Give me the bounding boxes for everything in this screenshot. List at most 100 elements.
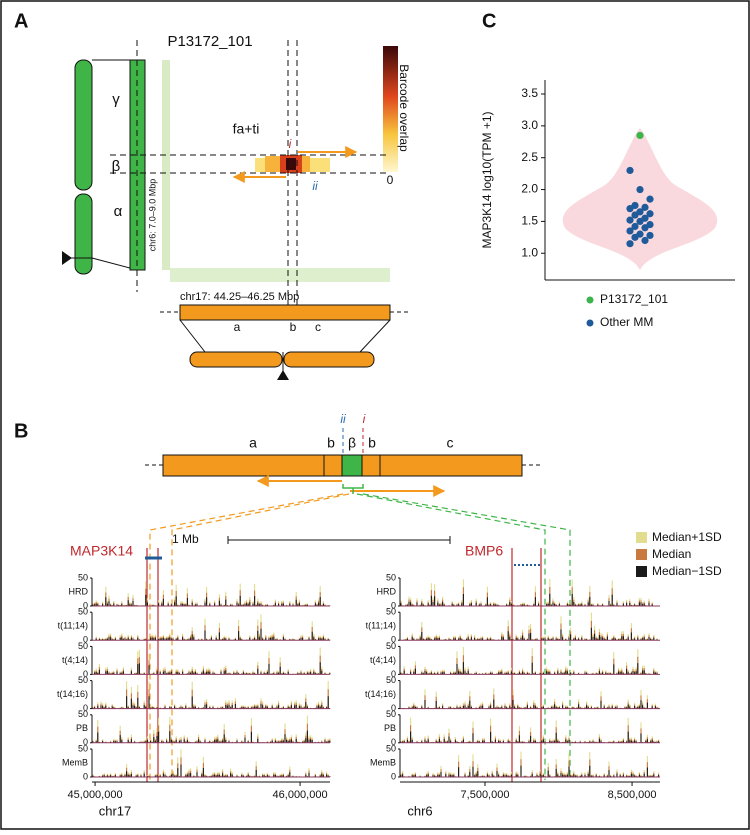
track-tick-label: 0 [83,703,88,713]
track-label: t(4;14) [370,655,396,665]
track-label: t(11;14) [366,621,396,631]
annotation: fa+ti [233,121,260,137]
breakpoint-label: i [289,137,292,151]
heatmap-cell [286,158,296,170]
y-tick-label: 2.5 [521,150,538,164]
x-tick-label: 8,500,000 [608,789,657,801]
chromosome [189,351,283,368]
legend-swatch [636,549,647,560]
axis-label: chr6: 7.0–9.0 Mbp [147,179,157,252]
segment-label: a [234,320,241,334]
point [636,131,644,140]
heatmap-edge [162,60,170,270]
panel-label: A [14,10,28,32]
track-label: t(4;14) [62,655,88,665]
track-tick-label: 50 [386,743,396,753]
point [631,222,639,231]
point [641,236,649,245]
zoom-line [149,493,350,780]
track-tick-label: 50 [78,572,88,582]
x-tick-label: 7,500,000 [461,789,510,801]
point [646,195,654,203]
track-tick-label: 0 [391,635,396,645]
colorbar-label: Barcode overlap [397,64,411,152]
chrom-label: chr17 [99,803,132,818]
legend-swatch [636,532,647,543]
legend-label: Median+1SD [652,530,722,544]
legend-label: Median [652,547,691,561]
point [626,205,634,213]
y-tick-label: 3.5 [521,86,538,100]
marker [277,370,289,380]
region-label: γ [112,91,120,108]
track-tick-label: 0 [83,771,88,781]
region-bar [341,454,363,477]
panel-label: C [482,10,496,32]
chromosome [74,193,93,275]
sample-title: P13172_101 [167,33,252,50]
scale-bar [227,536,451,544]
track-tick-label: 50 [386,607,396,617]
x-tick-label: 46,000,000 [273,789,328,801]
track-label: MemB [62,757,88,767]
track-tick-label: 50 [386,709,396,719]
chromosome [74,59,93,191]
track-tick-label: 50 [386,641,396,651]
segment-label: a [249,435,257,451]
legend-label: Median−1SD [652,564,722,578]
track-signal [402,627,658,641]
marker [62,251,72,265]
track-tick-label: 50 [386,572,396,582]
track-tick-label: 0 [391,771,396,781]
track-label: HRD [377,586,397,596]
gene-label: MAP3K14 [70,543,133,559]
track-tick-label: 0 [83,669,88,679]
track-tick-label: 50 [78,607,88,617]
point [641,203,649,211]
track-label: t(14;16) [365,689,396,699]
point [646,210,654,218]
point [631,211,639,219]
y-axis-title: MAP3K14 log10(TPM +1) [480,111,494,248]
point [626,166,634,175]
track-tick-label: 50 [78,743,88,753]
plots: Median+1SDMedianMedian−1SD050HRD050t(11;… [57,80,735,801]
point [626,216,634,224]
track-tick-label: 0 [391,737,396,747]
segment-label: β [348,435,356,451]
bracket [342,484,364,494]
track-tick-label: 0 [391,669,396,679]
breakpoint-label: ii [312,179,318,193]
segment-label: c [315,320,321,334]
track-label: t(11;14) [58,621,88,631]
axis-label: chr17: 44.25–46.25 Mbp [180,291,299,303]
colorbar [383,46,398,172]
guide [179,319,206,353]
track-label: HRD [69,586,89,596]
track-label: t(14;16) [57,689,88,699]
track-tick-label: 0 [391,703,396,713]
segment-label: b [368,435,376,451]
point [646,231,654,240]
legend-label: Other MM [600,315,653,329]
legend-swatch [586,319,594,327]
chrom-label: chr6 [407,803,432,818]
y-tick-label: 3.0 [521,118,538,132]
guide [359,319,391,353]
track-tick-label: 50 [78,641,88,651]
decoration [62,40,660,783]
gene-label: BMP6 [465,543,503,559]
colorbar-tick: 0 [387,173,394,187]
track-tick-label: 0 [83,737,88,747]
region-label: α [114,203,123,220]
y-tick-label: 2.0 [521,182,538,196]
segment-label: b [290,320,297,334]
region-bar [179,304,391,321]
guide [91,257,131,269]
point [641,224,649,232]
legend-swatch [636,566,647,577]
panel-label: B [14,420,28,442]
y-tick-label: 1.0 [521,245,538,259]
